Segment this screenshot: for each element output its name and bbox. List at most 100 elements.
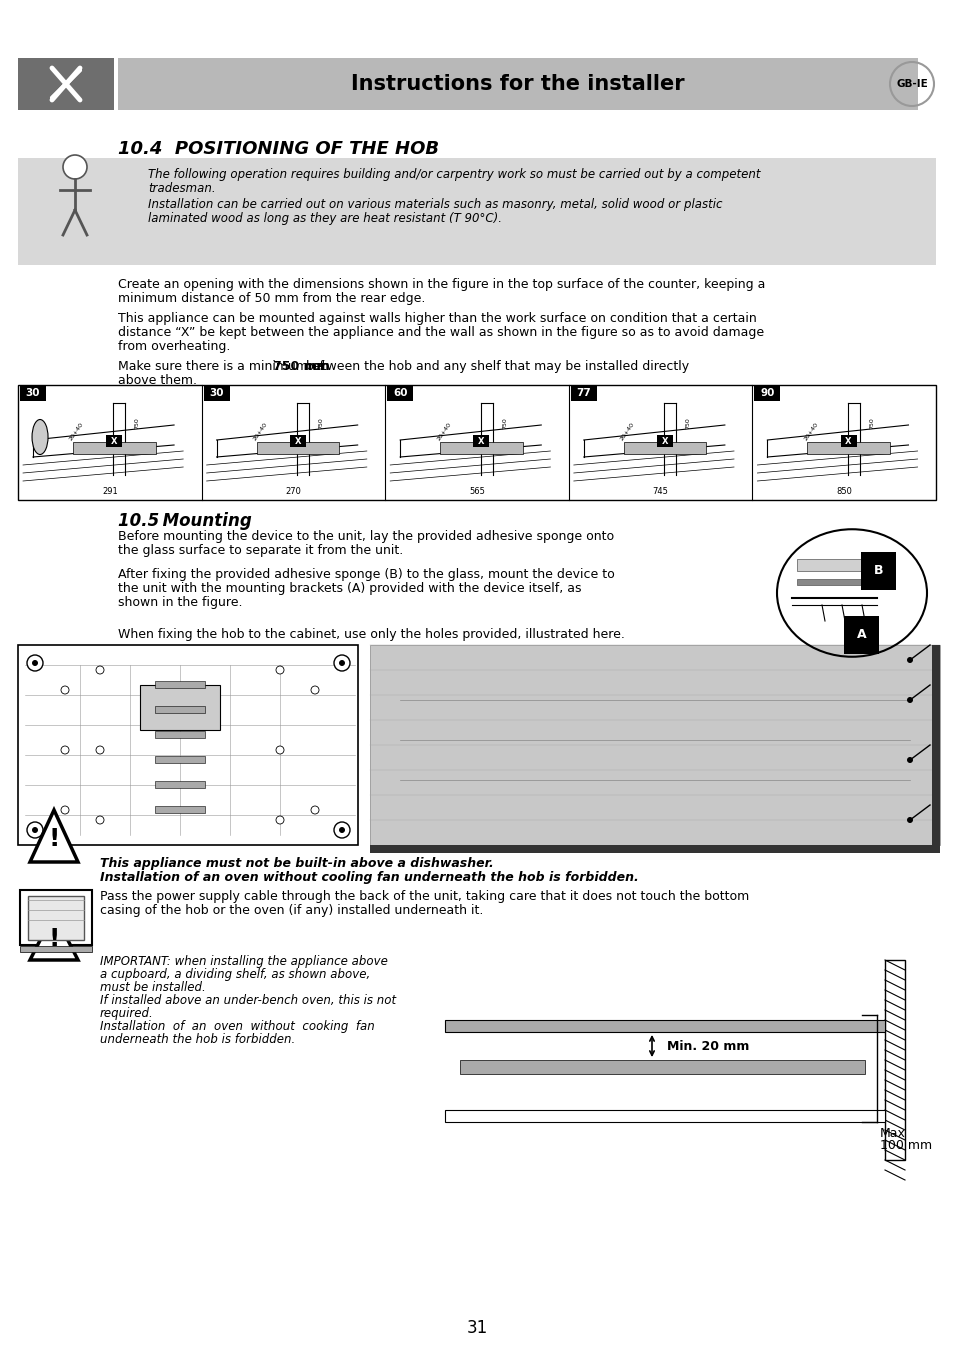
Text: 745: 745 xyxy=(652,488,668,497)
FancyBboxPatch shape xyxy=(796,559,871,571)
FancyBboxPatch shape xyxy=(154,807,205,813)
Text: A: A xyxy=(856,628,865,642)
Text: Create an opening with the dimensions shown in the figure in the top surface of : Create an opening with the dimensions sh… xyxy=(118,278,764,290)
Circle shape xyxy=(338,661,345,666)
Text: B: B xyxy=(873,565,882,577)
FancyBboxPatch shape xyxy=(154,707,205,713)
FancyBboxPatch shape xyxy=(623,442,706,454)
Text: This appliance can be mounted against walls higher than the work surface on cond: This appliance can be mounted against wa… xyxy=(118,312,756,326)
FancyBboxPatch shape xyxy=(884,971,904,984)
Text: required.: required. xyxy=(100,1006,153,1020)
Text: After fixing the provided adhesive sponge (B) to the glass, mount the device to: After fixing the provided adhesive spong… xyxy=(118,567,614,581)
Text: shown in the figure.: shown in the figure. xyxy=(118,596,242,609)
FancyBboxPatch shape xyxy=(884,996,904,1008)
Text: 20+40: 20+40 xyxy=(802,422,819,442)
FancyBboxPatch shape xyxy=(884,961,904,971)
Circle shape xyxy=(334,655,350,671)
FancyBboxPatch shape xyxy=(154,681,205,688)
FancyBboxPatch shape xyxy=(570,385,597,401)
Text: 31: 31 xyxy=(466,1319,487,1337)
FancyBboxPatch shape xyxy=(884,961,904,1161)
FancyBboxPatch shape xyxy=(444,1111,884,1121)
FancyBboxPatch shape xyxy=(884,1092,904,1104)
FancyBboxPatch shape xyxy=(473,435,489,447)
FancyBboxPatch shape xyxy=(18,158,935,265)
FancyBboxPatch shape xyxy=(154,731,205,738)
Circle shape xyxy=(311,686,318,694)
Circle shape xyxy=(63,155,87,178)
Circle shape xyxy=(275,816,284,824)
FancyBboxPatch shape xyxy=(28,896,84,940)
Ellipse shape xyxy=(32,420,48,454)
Circle shape xyxy=(311,807,318,815)
FancyBboxPatch shape xyxy=(840,435,856,447)
Text: 60: 60 xyxy=(393,388,407,399)
FancyBboxPatch shape xyxy=(459,1061,864,1074)
Text: Installation of an oven without cooling fan underneath the hob is forbidden.: Installation of an oven without cooling … xyxy=(100,871,639,884)
Text: 750 mm: 750 mm xyxy=(273,359,330,373)
FancyBboxPatch shape xyxy=(370,844,939,852)
Text: The following operation requires building and/or carpentry work so must be carri: The following operation requires buildin… xyxy=(148,168,760,181)
FancyBboxPatch shape xyxy=(370,644,939,844)
Text: Pass the power supply cable through the back of the unit, taking care that it do: Pass the power supply cable through the … xyxy=(100,890,748,902)
Text: When fixing the hob to the cabinet, use only the holes provided, illustrated her: When fixing the hob to the cabinet, use … xyxy=(118,628,624,640)
Circle shape xyxy=(338,827,345,834)
Text: 77: 77 xyxy=(576,388,591,399)
FancyBboxPatch shape xyxy=(154,781,205,788)
FancyBboxPatch shape xyxy=(387,385,413,401)
Text: 750: 750 xyxy=(685,417,690,428)
FancyBboxPatch shape xyxy=(18,385,935,500)
FancyBboxPatch shape xyxy=(20,385,46,401)
Text: !: ! xyxy=(49,827,60,851)
Circle shape xyxy=(61,807,69,815)
Circle shape xyxy=(334,821,350,838)
FancyBboxPatch shape xyxy=(73,442,155,454)
Text: above them.: above them. xyxy=(118,374,196,386)
FancyBboxPatch shape xyxy=(884,1044,904,1056)
Circle shape xyxy=(32,827,38,834)
Text: Installation  of  an  oven  without  cooking  fan: Installation of an oven without cooking … xyxy=(100,1020,375,1034)
Text: between the hob and any shelf that may be installed directly: between the hob and any shelf that may b… xyxy=(302,359,689,373)
Text: laminated wood as long as they are heat resistant (T 90°C).: laminated wood as long as they are heat … xyxy=(148,212,501,226)
FancyBboxPatch shape xyxy=(444,1020,884,1032)
Circle shape xyxy=(96,746,104,754)
FancyBboxPatch shape xyxy=(20,946,91,952)
FancyBboxPatch shape xyxy=(884,1152,904,1165)
Circle shape xyxy=(906,697,912,703)
Text: 10.4  POSITIONING OF THE HOB: 10.4 POSITIONING OF THE HOB xyxy=(118,141,438,158)
FancyBboxPatch shape xyxy=(884,1104,904,1116)
FancyBboxPatch shape xyxy=(796,580,871,585)
Circle shape xyxy=(96,666,104,674)
Text: This appliance must not be built-in above a dishwasher.: This appliance must not be built-in abov… xyxy=(100,857,494,870)
Circle shape xyxy=(906,817,912,823)
Text: X: X xyxy=(294,436,300,446)
FancyBboxPatch shape xyxy=(884,1116,904,1128)
FancyBboxPatch shape xyxy=(657,435,672,447)
FancyBboxPatch shape xyxy=(884,1020,904,1032)
Text: 20+40: 20+40 xyxy=(436,422,452,442)
Text: Max: Max xyxy=(879,1127,905,1140)
FancyBboxPatch shape xyxy=(18,644,357,844)
Text: underneath the hob is forbidden.: underneath the hob is forbidden. xyxy=(100,1034,294,1046)
FancyBboxPatch shape xyxy=(256,442,339,454)
Text: from overheating.: from overheating. xyxy=(118,340,230,353)
FancyBboxPatch shape xyxy=(884,1069,904,1079)
Text: Make sure there is a minimum of: Make sure there is a minimum of xyxy=(118,359,328,373)
FancyBboxPatch shape xyxy=(931,644,939,844)
Text: 10.5 Mounting: 10.5 Mounting xyxy=(118,512,252,530)
FancyBboxPatch shape xyxy=(754,385,780,401)
FancyBboxPatch shape xyxy=(440,442,522,454)
Text: 100 mm: 100 mm xyxy=(879,1139,931,1152)
Text: 565: 565 xyxy=(469,488,484,497)
Circle shape xyxy=(906,657,912,663)
FancyBboxPatch shape xyxy=(140,685,220,730)
Text: the glass surface to separate it from the unit.: the glass surface to separate it from th… xyxy=(118,544,403,557)
FancyBboxPatch shape xyxy=(884,1079,904,1092)
Text: Instructions for the installer: Instructions for the installer xyxy=(351,74,684,95)
Text: Before mounting the device to the unit, lay the provided adhesive sponge onto: Before mounting the device to the unit, … xyxy=(118,530,614,543)
Text: 20+40: 20+40 xyxy=(69,422,85,442)
Polygon shape xyxy=(30,811,78,862)
Polygon shape xyxy=(30,913,78,961)
Text: 750: 750 xyxy=(501,417,506,428)
Circle shape xyxy=(61,746,69,754)
